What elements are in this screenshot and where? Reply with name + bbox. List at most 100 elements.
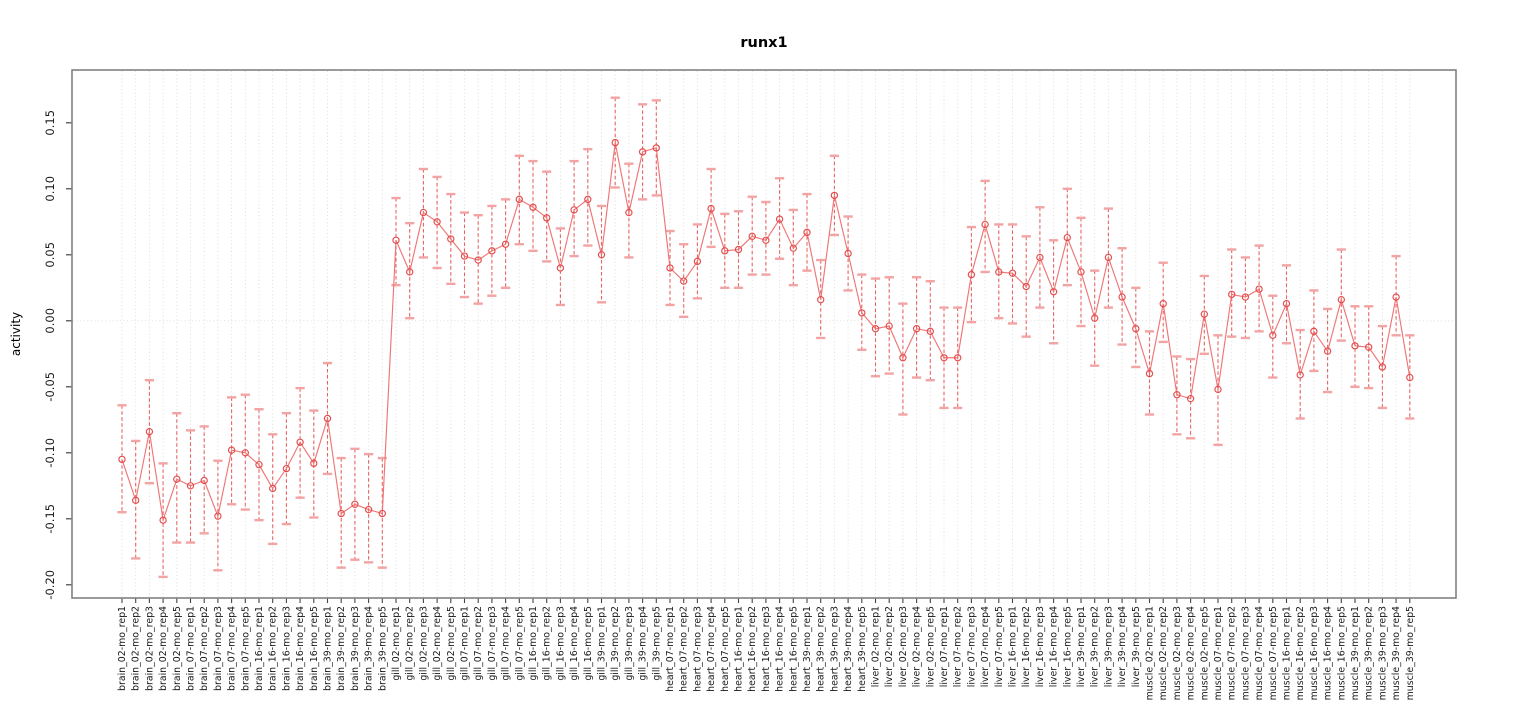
x-tick-label: muscle_16-mo_rep1 bbox=[1282, 606, 1293, 700]
x-tick-label: brain_02-mo_rep5 bbox=[172, 606, 183, 691]
data-point-marker bbox=[310, 459, 318, 468]
x-tick-label: heart_39-mo_rep1 bbox=[802, 606, 813, 692]
x-tick-label: gill_39-mo_rep1 bbox=[597, 606, 608, 681]
data-point-marker bbox=[543, 214, 551, 222]
data-point-marker bbox=[241, 449, 249, 457]
data-point-marker bbox=[1159, 299, 1167, 308]
data-point-marker bbox=[460, 252, 469, 260]
x-tick-label: muscle_39-mo_rep2 bbox=[1364, 606, 1375, 700]
data-point-marker bbox=[995, 268, 1003, 276]
x-tick-label: brain_16-mo_rep4 bbox=[295, 606, 306, 691]
x-tick-label: heart_07-mo_rep1 bbox=[665, 606, 676, 692]
x-tick-label: gill_39-mo_rep5 bbox=[651, 606, 662, 681]
data-point-marker bbox=[173, 475, 181, 483]
data-point-marker bbox=[817, 296, 825, 304]
x-tick-label: brain_16-mo_rep5 bbox=[309, 606, 320, 691]
x-tick-label: gill_39-mo_rep2 bbox=[610, 606, 621, 681]
x-tick-label: muscle_02-mo_rep5 bbox=[1199, 606, 1210, 700]
x-tick-label: muscle_39-mo_rep1 bbox=[1350, 606, 1361, 700]
x-tick-label: liver_02-mo_rep2 bbox=[884, 606, 895, 687]
x-tick-label: muscle_07-mo_rep3 bbox=[1240, 606, 1251, 700]
x-tick-label: muscle_02-mo_rep1 bbox=[1145, 606, 1156, 700]
data-point-marker bbox=[1200, 310, 1208, 318]
x-tick-label: brain_39-mo_rep5 bbox=[377, 606, 388, 691]
x-tick-label: brain_07-mo_rep2 bbox=[199, 606, 210, 691]
x-tick-label: muscle_16-mo_rep3 bbox=[1309, 606, 1320, 700]
data-point-marker bbox=[269, 484, 277, 493]
data-point-marker bbox=[501, 240, 510, 248]
data-point-marker bbox=[940, 354, 948, 362]
y-axis-label: activity bbox=[9, 312, 23, 356]
data-point-marker bbox=[200, 476, 208, 485]
x-tick-label: liver_02-mo_rep4 bbox=[912, 606, 923, 687]
data-point-marker bbox=[858, 309, 866, 317]
x-tick-label: brain_07-mo_rep4 bbox=[227, 606, 238, 691]
x-tick-label: gill_16-mo_rep2 bbox=[542, 606, 553, 681]
data-point-marker bbox=[954, 354, 962, 362]
y-tick-label: 0.15 bbox=[43, 110, 57, 136]
data-point-marker bbox=[296, 438, 304, 446]
data-point-marker bbox=[282, 464, 291, 473]
x-tick-label: gill_16-mo_rep3 bbox=[555, 606, 566, 681]
x-tick-label: gill_07-mo_rep5 bbox=[514, 606, 525, 681]
data-point-marker bbox=[1392, 293, 1400, 301]
data-point-marker bbox=[1282, 299, 1291, 308]
x-tick-label: heart_16-mo_rep4 bbox=[775, 606, 786, 692]
data-point-marker bbox=[871, 325, 880, 333]
plot-frame bbox=[71, 69, 1457, 599]
x-tick-label: heart_07-mo_rep4 bbox=[706, 606, 717, 692]
data-point-marker bbox=[1406, 373, 1414, 382]
data-point-marker bbox=[967, 270, 976, 279]
x-tick-label: heart_39-mo_rep2 bbox=[816, 606, 827, 692]
data-point-marker bbox=[1214, 385, 1222, 394]
data-points-layer bbox=[118, 138, 1414, 524]
data-point-marker bbox=[762, 236, 770, 244]
x-tick-label: gill_39-mo_rep4 bbox=[638, 606, 649, 681]
x-tick-label: brain_16-mo_rep2 bbox=[268, 606, 279, 691]
x-tick-label: heart_16-mo_rep2 bbox=[747, 606, 758, 692]
data-point-marker bbox=[707, 204, 715, 213]
x-tick-label: liver_16-mo_rep5 bbox=[1062, 606, 1073, 687]
series-line bbox=[121, 142, 1411, 521]
x-tick-label: brain_39-mo_rep1 bbox=[323, 606, 334, 691]
x-tick-label: liver_16-mo_rep2 bbox=[1021, 606, 1032, 687]
data-point-marker bbox=[419, 208, 428, 217]
x-tick-label: liver_39-mo_rep3 bbox=[1103, 606, 1114, 687]
data-point-marker bbox=[227, 446, 236, 454]
data-point-marker bbox=[1091, 314, 1099, 322]
x-tick-label: muscle_07-mo_rep5 bbox=[1268, 606, 1279, 700]
x-tick-label: brain_16-mo_rep3 bbox=[281, 606, 292, 691]
x-tick-label: brain_39-mo_rep4 bbox=[364, 606, 375, 691]
data-point-marker bbox=[666, 264, 674, 272]
gridlines-layer bbox=[73, 71, 1455, 597]
y-tick-label: 0.00 bbox=[43, 308, 57, 334]
data-point-marker bbox=[1323, 347, 1332, 355]
x-tick-label: gill_07-mo_rep3 bbox=[487, 606, 498, 681]
data-point-marker bbox=[981, 220, 989, 229]
data-point-marker bbox=[186, 482, 195, 490]
data-point-marker bbox=[611, 138, 619, 147]
data-point-marker bbox=[584, 195, 592, 204]
x-tick-label: gill_02-mo_rep4 bbox=[432, 606, 443, 681]
axes-layer: brain_02-mo_rep1 brain_02-mo_rep2 brain_02… bbox=[43, 110, 1416, 700]
y-tick-label: -0.10 bbox=[43, 438, 57, 468]
data-point-marker bbox=[1365, 343, 1373, 351]
data-point-marker bbox=[830, 191, 839, 200]
data-point-marker bbox=[118, 455, 126, 464]
data-point-marker bbox=[447, 235, 455, 243]
data-point-marker bbox=[392, 236, 400, 244]
x-tick-label: brain_02-mo_rep2 bbox=[131, 606, 142, 691]
x-tick-label: muscle_16-mo_rep5 bbox=[1336, 606, 1347, 700]
x-tick-label: muscle_07-mo_rep4 bbox=[1254, 606, 1265, 700]
x-tick-label: gill_02-mo_rep3 bbox=[418, 606, 429, 681]
x-tick-label: heart_39-mo_rep3 bbox=[829, 606, 840, 692]
x-tick-label: liver_07-mo_rep1 bbox=[939, 606, 950, 687]
x-tick-label: brain_07-mo_rep3 bbox=[213, 606, 224, 691]
y-tick-label: -0.20 bbox=[43, 570, 57, 600]
data-point-marker bbox=[378, 509, 386, 518]
data-point-marker bbox=[364, 505, 373, 514]
series-line-layer bbox=[121, 142, 1411, 521]
chart-title: runx1 bbox=[740, 35, 787, 51]
x-tick-label: muscle_07-mo_rep1 bbox=[1213, 606, 1224, 700]
